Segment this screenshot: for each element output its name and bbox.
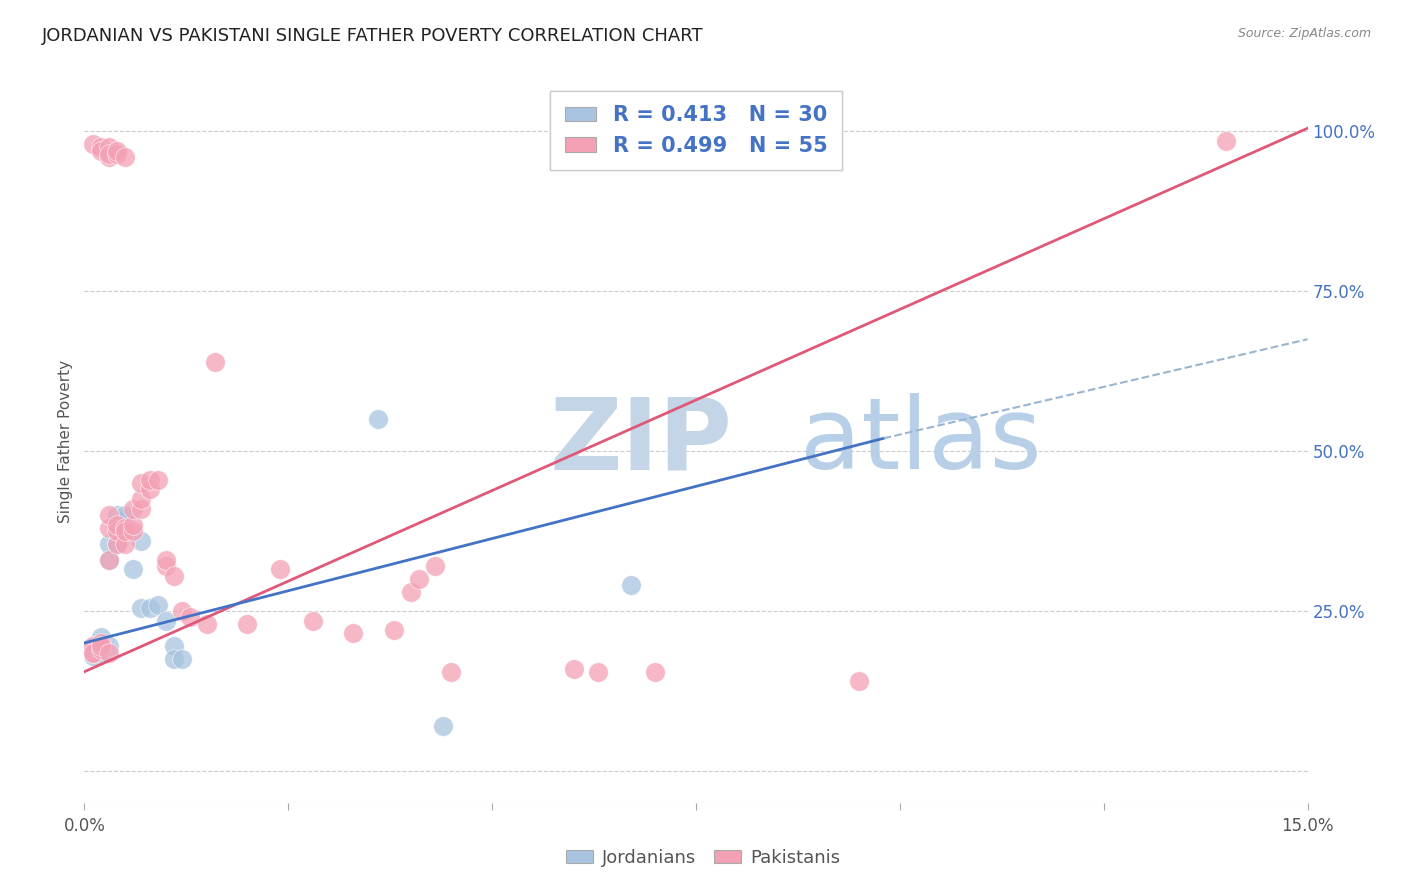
Point xyxy=(105,146,128,161)
Point xyxy=(105,537,128,551)
Point xyxy=(97,553,120,567)
Point xyxy=(122,501,145,516)
Point xyxy=(90,140,112,154)
Point xyxy=(179,610,201,624)
Point xyxy=(399,584,422,599)
Point xyxy=(122,524,145,538)
Point xyxy=(105,144,128,158)
Point xyxy=(82,642,104,657)
Point xyxy=(82,646,104,660)
Point xyxy=(1215,134,1237,148)
Point xyxy=(105,524,128,538)
Point xyxy=(122,517,145,532)
Point xyxy=(440,665,463,679)
Point xyxy=(163,639,186,653)
Point xyxy=(97,521,120,535)
Point xyxy=(163,652,186,666)
Point xyxy=(367,412,389,426)
Point xyxy=(138,483,160,497)
Point xyxy=(90,639,112,653)
Point xyxy=(138,600,160,615)
Point xyxy=(195,616,218,631)
Point xyxy=(586,665,609,679)
Point xyxy=(114,508,136,522)
Point xyxy=(131,600,153,615)
Point xyxy=(131,476,153,491)
Point xyxy=(90,639,112,653)
Text: atlas: atlas xyxy=(800,393,1042,490)
Point xyxy=(82,646,104,660)
Y-axis label: Single Father Poverty: Single Father Poverty xyxy=(58,360,73,523)
Point xyxy=(122,562,145,576)
Point xyxy=(114,511,136,525)
Point xyxy=(114,521,136,535)
Text: JORDANIAN VS PAKISTANI SINGLE FATHER POVERTY CORRELATION CHART: JORDANIAN VS PAKISTANI SINGLE FATHER POV… xyxy=(42,27,704,45)
Point xyxy=(82,648,104,663)
Point xyxy=(97,508,120,522)
Point xyxy=(97,140,120,154)
Point xyxy=(408,572,430,586)
Point xyxy=(848,674,870,689)
Point xyxy=(138,473,160,487)
Point xyxy=(146,473,169,487)
Point xyxy=(90,642,112,657)
Point xyxy=(90,636,112,650)
Point xyxy=(105,517,128,532)
Point xyxy=(155,559,177,574)
Point xyxy=(114,524,136,538)
Point xyxy=(269,562,291,576)
Point xyxy=(131,533,153,548)
Point xyxy=(236,616,259,631)
Point xyxy=(97,537,120,551)
Point xyxy=(105,508,128,522)
Point xyxy=(382,623,405,637)
Point xyxy=(301,614,323,628)
Point xyxy=(155,553,177,567)
Point xyxy=(82,646,104,660)
Point xyxy=(146,598,169,612)
Point xyxy=(114,537,136,551)
Point xyxy=(90,144,112,158)
Point xyxy=(97,553,120,567)
Point xyxy=(432,719,454,733)
Point xyxy=(172,604,194,618)
Point xyxy=(97,646,120,660)
Point xyxy=(131,492,153,507)
Text: ZIP: ZIP xyxy=(550,393,733,490)
Legend: Jordanians, Pakistanis: Jordanians, Pakistanis xyxy=(558,842,848,874)
Point xyxy=(82,137,104,152)
Legend: R = 0.413   N = 30, R = 0.499   N = 55: R = 0.413 N = 30, R = 0.499 N = 55 xyxy=(550,91,842,170)
Point xyxy=(82,639,104,653)
Point xyxy=(163,569,186,583)
Point xyxy=(105,524,128,538)
Point xyxy=(644,665,666,679)
Point xyxy=(90,636,112,650)
Point xyxy=(97,150,120,164)
Point xyxy=(97,639,120,653)
Point xyxy=(562,661,585,675)
Point xyxy=(342,626,364,640)
Text: Source: ZipAtlas.com: Source: ZipAtlas.com xyxy=(1237,27,1371,40)
Point xyxy=(90,642,112,657)
Point xyxy=(114,524,136,538)
Point xyxy=(90,646,112,660)
Point xyxy=(131,501,153,516)
Point xyxy=(423,559,446,574)
Point xyxy=(97,146,120,161)
Point xyxy=(114,150,136,164)
Point xyxy=(620,578,643,592)
Point xyxy=(172,652,194,666)
Point xyxy=(82,639,104,653)
Point xyxy=(155,614,177,628)
Point xyxy=(204,354,226,368)
Point xyxy=(105,537,128,551)
Point xyxy=(90,630,112,644)
